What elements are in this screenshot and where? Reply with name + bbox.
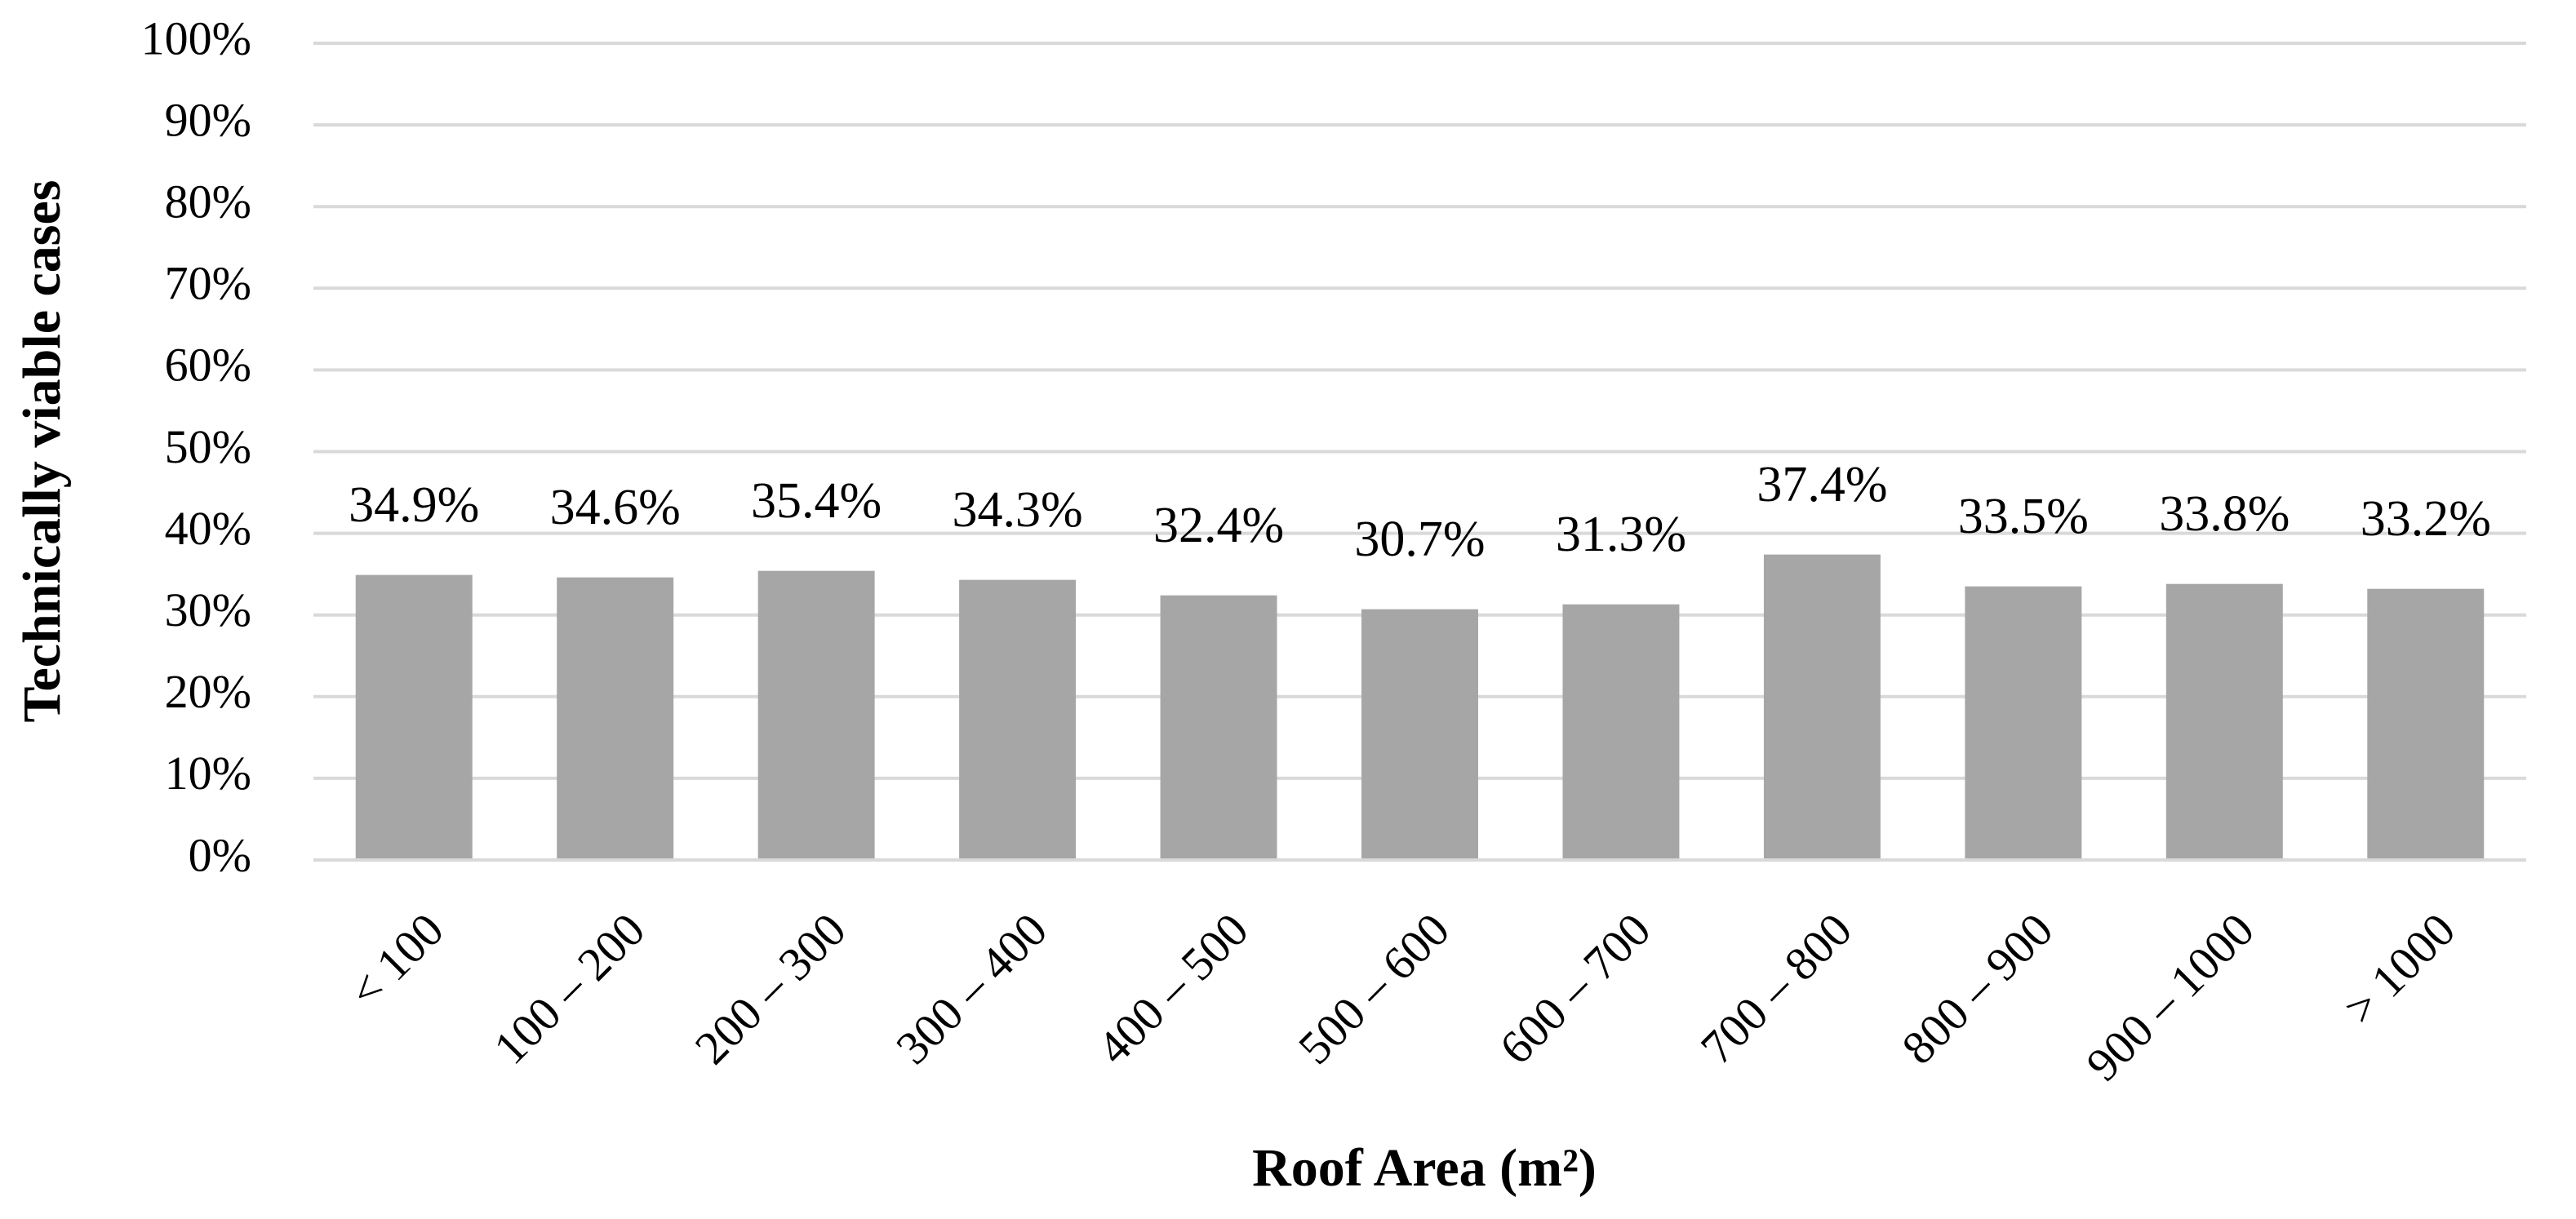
bar xyxy=(959,579,1077,860)
y-tick-label: 80% xyxy=(165,175,251,228)
y-tick-label: 20% xyxy=(165,665,251,718)
y-tick-label: 0% xyxy=(189,828,251,881)
bar xyxy=(1562,604,1680,860)
data-label: 33.8% xyxy=(2159,486,2290,542)
data-label: 33.5% xyxy=(1958,489,2089,544)
bar xyxy=(355,574,473,860)
data-label: 33.2% xyxy=(2361,491,2491,547)
x-tick-label: 100 – 200 xyxy=(483,903,655,1075)
bar xyxy=(1763,554,1881,860)
y-tick-label: 60% xyxy=(165,339,251,392)
x-tick-label: 200 – 300 xyxy=(685,903,856,1075)
x-tick-label: 500 – 600 xyxy=(1288,903,1459,1075)
x-tick-label: 700 – 800 xyxy=(1690,903,1862,1075)
data-label: 30.7% xyxy=(1354,512,1485,567)
x-tick-label: 300 – 400 xyxy=(886,903,1057,1075)
y-tick-label: 70% xyxy=(165,257,251,310)
x-tick-label: 800 – 900 xyxy=(1891,903,2063,1075)
x-tick-label: 600 – 700 xyxy=(1490,903,1661,1075)
data-label: 34.9% xyxy=(349,477,479,533)
bar xyxy=(1361,609,1478,860)
data-label: 32.4% xyxy=(1153,498,1284,553)
data-label: 34.6% xyxy=(550,480,681,535)
bar xyxy=(2165,583,2283,860)
x-axis-title: Roof Area (m²) xyxy=(1252,1138,1597,1198)
x-tick-label: 400 – 500 xyxy=(1087,903,1259,1075)
bar xyxy=(1965,586,2082,860)
y-tick-label: 10% xyxy=(165,747,251,800)
y-tick-label: 30% xyxy=(165,583,251,636)
data-label: 34.3% xyxy=(953,482,1083,538)
data-label: 35.4% xyxy=(751,473,882,529)
data-label: 31.3% xyxy=(1556,507,1686,562)
bar xyxy=(1160,595,1277,860)
data-label: 37.4% xyxy=(1757,457,1887,512)
x-tick-label: < 100 xyxy=(339,903,454,1018)
x-tick-label: > 1000 xyxy=(2334,903,2465,1035)
y-tick-label: 100% xyxy=(141,11,251,64)
y-axis-title: Technically viable cases xyxy=(12,180,72,723)
x-tick-label: 900 – 1000 xyxy=(2076,903,2264,1092)
y-tick-label: 50% xyxy=(165,420,251,473)
bar xyxy=(757,570,875,860)
y-tick-label: 90% xyxy=(165,93,251,146)
bar xyxy=(557,577,674,860)
bar xyxy=(2367,588,2485,860)
y-tick-label: 40% xyxy=(165,502,251,555)
